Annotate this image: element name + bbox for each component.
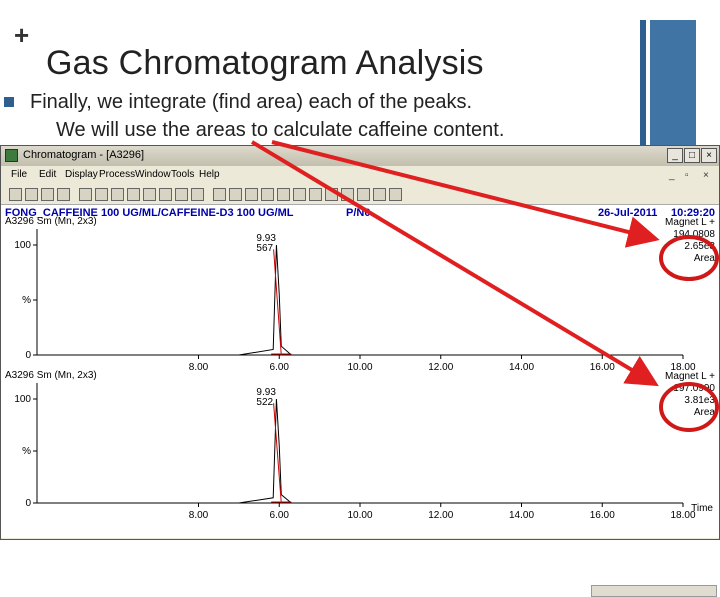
back-icon[interactable] — [143, 188, 156, 201]
x-tick-label: 18.00 — [670, 362, 695, 373]
ion-info-label: Area — [694, 407, 716, 418]
x-tick-label: 8.00 — [189, 510, 209, 521]
x-tick-label: 10.00 — [347, 510, 372, 521]
integrate-icon[interactable] — [175, 188, 188, 201]
x-tick-label: 12.00 — [428, 510, 453, 521]
globe-icon[interactable] — [213, 188, 226, 201]
window-title: Chromatogram - [A3296] — [23, 149, 145, 161]
x-tick-label: 14.00 — [509, 510, 534, 521]
menu-file[interactable]: File — [11, 169, 28, 180]
tilde-icon[interactable] — [261, 188, 274, 201]
toolbar — [1, 185, 719, 205]
mass-icon[interactable] — [95, 188, 108, 201]
scale-icon[interactable] — [309, 188, 322, 201]
decorative-bar — [640, 20, 646, 150]
chromatogram-window: Chromatogram - [A3296] _ □ × File Edit D… — [0, 145, 720, 597]
chromatogram-plots: A3296 Sm (Mn, 2x3) 100% 0 8.00 6.00 10.00 12.0… — [5, 216, 716, 521]
child-restore-button[interactable]: ▫ — [685, 170, 689, 181]
acquisition-time: 10:29:20 — [671, 207, 716, 219]
ion-info-label: Magnet L + — [665, 371, 715, 382]
y-tick-label: 100 — [14, 240, 31, 251]
ion-info-label: 2.65e3 — [684, 241, 715, 252]
x-tick-label: 12.00 — [428, 362, 453, 373]
peak-area-label: 567 — [256, 243, 273, 254]
peak-area-label: 522 — [256, 397, 273, 408]
menu-help[interactable]: Help — [199, 169, 220, 180]
menu-tools[interactable]: Tools — [171, 169, 195, 180]
child-minimize-button[interactable]: _ — [669, 170, 675, 181]
minimize-button[interactable]: _ — [667, 148, 683, 163]
bullet-line-1: Finally, we integrate (find area) each o… — [30, 91, 473, 113]
app-icon — [5, 149, 18, 162]
chromatogram-trace — [37, 244, 683, 356]
axis-icon[interactable] — [191, 188, 204, 201]
x-tick-label: 10.00 — [347, 362, 372, 373]
copy-icon[interactable] — [25, 188, 38, 201]
ion-info-label: Magnet L + — [665, 217, 715, 228]
time-axis-label: Time — [691, 503, 713, 514]
x-tick-label: 8.00 — [189, 362, 209, 373]
decorative-block — [650, 20, 696, 150]
maximize-button[interactable]: □ — [684, 148, 700, 163]
right-arrow-icon[interactable] — [389, 188, 402, 201]
x-tick-label: 6.00 — [270, 362, 290, 373]
slide-plus-mark: + — [14, 20, 30, 50]
x-tick-label: 16.00 — [590, 362, 615, 373]
forward-icon[interactable] — [159, 188, 172, 201]
chromatogram-title: A3296 Sm (Mn, 2x3) — [5, 370, 97, 381]
y-tick-label: % — [22, 295, 31, 306]
ion-info-label: 194.0808 — [673, 229, 715, 240]
menu-bar: File Edit Display Process Window Tools H… — [1, 167, 719, 185]
zoom-in-icon[interactable] — [41, 188, 54, 201]
window-titlebar[interactable]: Chromatogram - [A3296] _ □ × — [1, 146, 719, 166]
horizontal-scrollbar[interactable] — [591, 585, 717, 597]
slide-title: Gas Chromatogram Analysis — [46, 44, 484, 82]
close-button[interactable]: × — [701, 148, 717, 163]
zoom-out-icon[interactable] — [57, 188, 70, 201]
x-tick-label: 6.00 — [270, 510, 290, 521]
peak-rt-label: 9.93 — [256, 387, 276, 398]
menu-process[interactable]: Process — [99, 169, 136, 180]
grid-icon[interactable] — [111, 188, 124, 201]
integration-line — [273, 403, 282, 504]
sample-name: FONG_CAFFEINE 100 UG/ML/CAFFEINE-D3 100 … — [5, 207, 294, 219]
text-icon[interactable] — [229, 188, 242, 201]
bullet-marker-icon — [4, 97, 14, 107]
bullet-line-2: We will use the areas to calculate caffe… — [56, 119, 505, 141]
chromatogram-plot-area: FONG_CAFFEINE 100 UG/ML/CAFFEINE-D3 100 … — [1, 205, 719, 597]
y-tick-label: 0 — [25, 498, 31, 509]
left-arrow-icon[interactable] — [373, 188, 386, 201]
chromatogram-trace — [37, 398, 683, 504]
menu-display[interactable]: Display — [65, 169, 98, 180]
axis2-icon[interactable] — [293, 188, 306, 201]
print-icon[interactable] — [9, 188, 22, 201]
lock-icon[interactable] — [341, 188, 354, 201]
x-tick-label: 18.00 — [670, 510, 695, 521]
y-tick-label: % — [22, 446, 31, 457]
toggle-icon[interactable] — [357, 188, 370, 201]
chart-icon[interactable] — [277, 188, 290, 201]
x-tick-label: 16.00 — [590, 510, 615, 521]
y-tick-label: 100 — [14, 394, 31, 405]
ion-info-label: Area — [694, 253, 716, 264]
peak-icon[interactable] — [79, 188, 92, 201]
child-close-button[interactable]: × — [703, 170, 709, 181]
gear-icon[interactable] — [127, 188, 140, 201]
menu-edit[interactable]: Edit — [39, 169, 57, 180]
target-icon[interactable] — [325, 188, 338, 201]
bullet-text: Finally, we integrate (find area) each o… — [30, 88, 630, 144]
x-tick-label: 14.00 — [509, 362, 534, 373]
ion-info-label: 3.81e3 — [684, 395, 715, 406]
y-tick-label: 0 — [25, 350, 31, 361]
menu-window[interactable]: Window — [135, 169, 171, 180]
chromatogram-title: A3296 Sm (Mn, 2x3) — [5, 216, 97, 227]
arrow-icon[interactable] — [245, 188, 258, 201]
ion-info-label: 197.0990 — [673, 383, 715, 394]
